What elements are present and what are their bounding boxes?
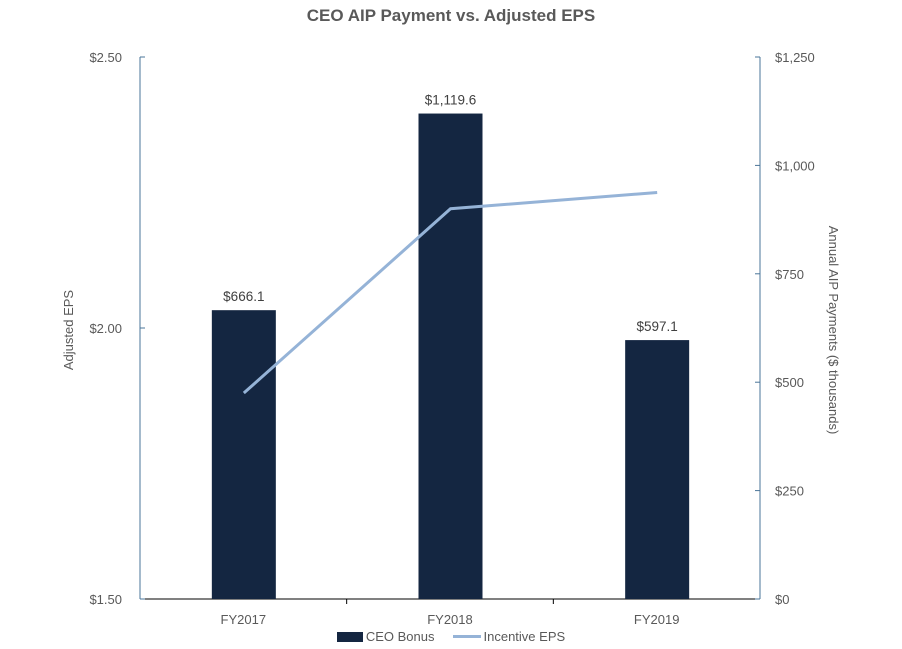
- left-tick-label: $2.50: [89, 50, 122, 65]
- left-tick-label: $1.50: [89, 592, 122, 607]
- legend-label: Incentive EPS: [483, 629, 566, 644]
- x-tick-label: FY2018: [427, 612, 473, 627]
- legend-label: CEO Bonus: [365, 629, 435, 644]
- right-tick-label: $1,250: [775, 50, 815, 65]
- right-tick-label: $750: [775, 267, 804, 282]
- bar-data-label: $597.1: [637, 319, 678, 334]
- x-tick-label: FY2017: [221, 612, 267, 627]
- right-tick-label: $0: [775, 592, 789, 607]
- chart-title: CEO AIP Payment vs. Adjusted EPS: [306, 6, 596, 25]
- legend-item-ceo-bonus: CEO Bonus: [336, 629, 435, 644]
- bar-swatch-icon: [336, 631, 363, 642]
- right-tick-label: $500: [775, 375, 804, 390]
- legend-item-incentive-eps: Incentive EPS: [452, 629, 566, 644]
- right-axis-title: Annual AIP Payments ($ thousands): [826, 226, 841, 435]
- bar-data-label: $666.1: [223, 289, 264, 304]
- bar-data-label: $1,119.6: [425, 93, 477, 108]
- right-tick-label: $1,000: [775, 158, 815, 173]
- bar-ceo-bonus: [211, 310, 276, 599]
- right-tick-label: $250: [775, 484, 804, 499]
- line-incentive-eps: [242, 191, 658, 395]
- legend: CEO Bonus Incentive EPS: [0, 629, 902, 644]
- x-tick-label: FY2019: [634, 612, 680, 627]
- left-tick-label: $2.00: [89, 321, 122, 336]
- line-swatch-icon: [452, 635, 481, 638]
- left-axis-title: Adjusted EPS: [61, 290, 76, 371]
- bar-ceo-bonus: [418, 113, 483, 599]
- bar-ceo-bonus: [625, 340, 690, 599]
